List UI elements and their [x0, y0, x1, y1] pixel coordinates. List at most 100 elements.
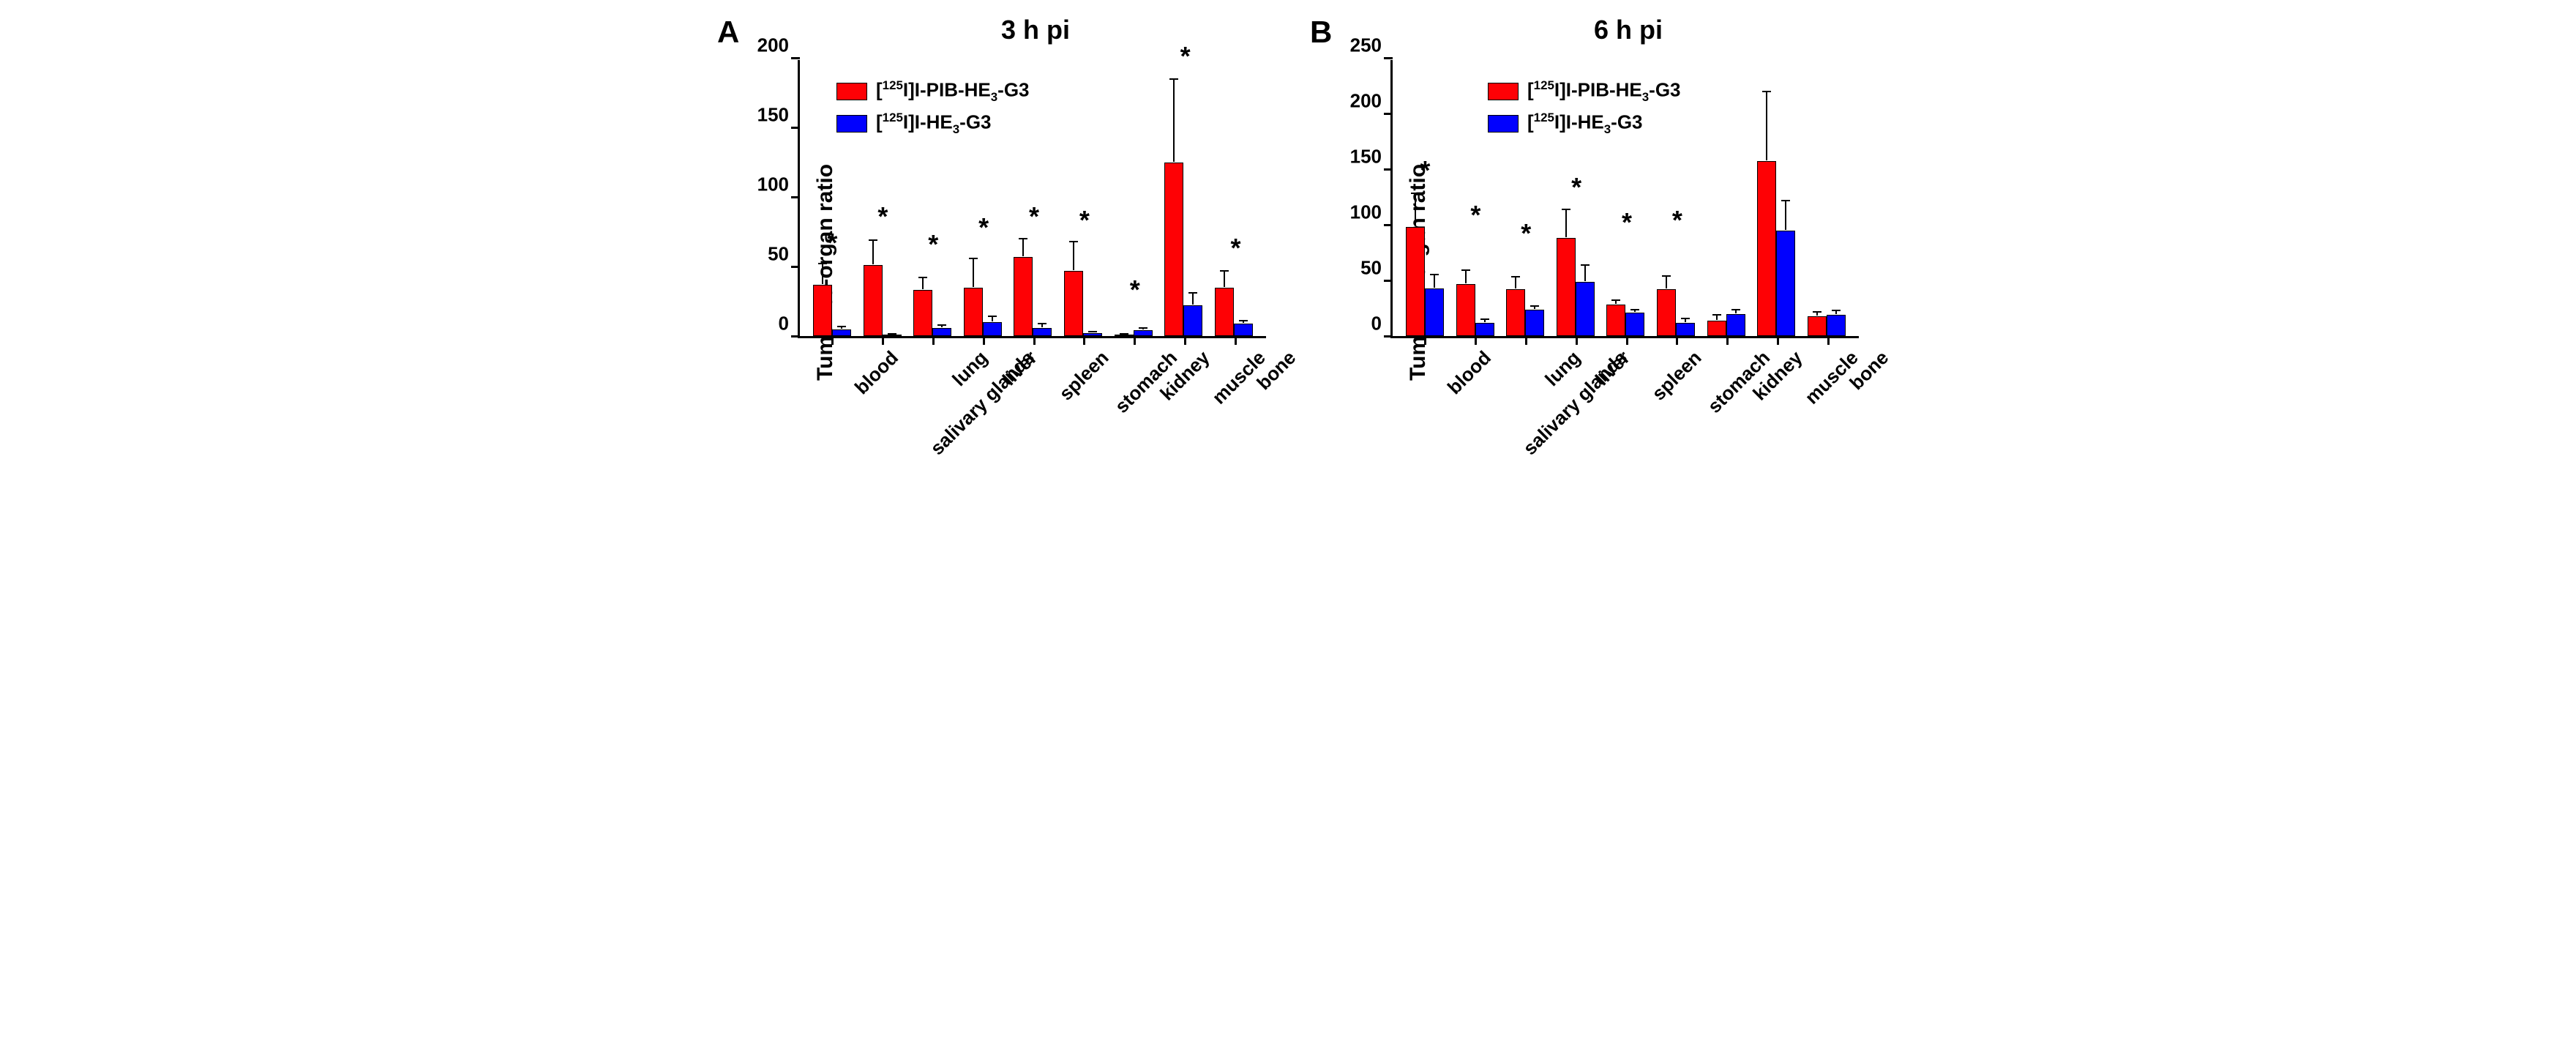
error-bar: [1835, 310, 1837, 314]
error-cap: [918, 277, 927, 278]
error-cap: [1169, 78, 1178, 80]
bar-blue: [1083, 333, 1102, 336]
bar-blue: [1776, 231, 1795, 336]
bar-group: [1808, 315, 1846, 336]
legend-item: [125I]I-PIB-HE3-G3: [836, 78, 1030, 105]
error-bar: [872, 239, 874, 264]
bar-red: [1757, 161, 1776, 336]
error-bar: [1434, 274, 1435, 287]
legend-label: [125I]I-PIB-HE3-G3: [1527, 78, 1681, 105]
error-bar: [1716, 314, 1718, 320]
error-cap: [937, 324, 946, 326]
error-bar: [941, 324, 943, 327]
y-tick-label: 50: [756, 243, 789, 266]
error-bar: [992, 316, 993, 321]
bar-blue: [983, 322, 1002, 336]
bar-group: [1164, 163, 1202, 337]
legend-item: [125I]I-PIB-HE3-G3: [1488, 78, 1681, 105]
y-tick: [1384, 280, 1393, 282]
error-bar: [1584, 264, 1586, 281]
error-cap: [1762, 91, 1771, 92]
bar-blue: [1234, 324, 1253, 336]
error-cap: [1562, 209, 1570, 210]
error-bar: [1173, 78, 1175, 162]
bar-blue: [1827, 315, 1846, 336]
bar-group: [1014, 257, 1052, 336]
x-tick: [1576, 336, 1578, 345]
legend-item: [125I]I-HE3-G3: [836, 111, 1030, 137]
bar-blue: [1183, 305, 1202, 336]
bar-red: [1215, 288, 1234, 337]
bar-red: [1506, 289, 1525, 336]
y-tick: [791, 196, 800, 198]
legend-swatch: [836, 115, 867, 133]
error-cap: [818, 263, 827, 264]
y-tick: [1384, 224, 1393, 226]
y-tick-label: 100: [756, 174, 789, 196]
bar-blue: [932, 328, 951, 336]
x-tick: [1134, 336, 1136, 345]
legend: [125I]I-PIB-HE3-G3 [125I]I-HE3-G3: [1488, 78, 1681, 143]
bar-group: [913, 290, 951, 336]
error-bar: [1192, 292, 1194, 305]
panel-b-label: B: [1310, 15, 1332, 50]
bar-blue: [883, 335, 902, 336]
bar-blue: [1676, 323, 1695, 336]
bar-group: [1606, 305, 1644, 336]
legend-swatch: [836, 83, 867, 100]
bar-group: [964, 288, 1002, 337]
bar-red: [1707, 321, 1726, 336]
error-bar: [1484, 318, 1486, 322]
error-bar: [1634, 309, 1636, 313]
bar-group: [1657, 289, 1695, 336]
x-tick: [831, 336, 834, 345]
y-tick: [791, 335, 800, 338]
x-tick: [1827, 336, 1830, 345]
bar-red: [1164, 163, 1183, 337]
y-tick-label: 150: [1349, 146, 1382, 168]
error-bar: [1685, 318, 1686, 322]
x-tick: [983, 336, 985, 345]
error-cap: [869, 239, 877, 241]
y-tick-label: 250: [1349, 34, 1382, 57]
y-tick-label: 0: [1349, 313, 1382, 335]
bar-blue: [1475, 323, 1494, 336]
significance-star: *: [1079, 205, 1090, 236]
bar-blue: [1033, 328, 1052, 336]
bar-red: [864, 265, 883, 336]
panel-b: B 6 h pi Tumor-to-organ ratio 0501001502…: [1310, 15, 1859, 485]
error-cap: [1069, 241, 1078, 242]
bar-group: [1064, 271, 1102, 336]
error-cap: [1530, 305, 1539, 307]
bar-red: [1808, 316, 1827, 336]
error-bar: [1123, 333, 1125, 334]
figure-container: A 3 h pi Tumor-to-organ ratio 0501001502…: [15, 15, 2561, 485]
error-bar: [1415, 193, 1416, 226]
error-cap: [888, 333, 896, 335]
bar-red: [1115, 335, 1134, 336]
x-tick: [932, 336, 935, 345]
error-bar: [1534, 305, 1535, 309]
error-cap: [1411, 193, 1420, 194]
x-label: blood: [1443, 346, 1496, 399]
error-cap: [1019, 238, 1027, 239]
x-tick: [1777, 336, 1779, 345]
y-tick-label: 100: [1349, 201, 1382, 224]
bar-red: [1064, 271, 1083, 336]
panel-a: A 3 h pi Tumor-to-organ ratio 0501001502…: [717, 15, 1266, 485]
x-tick: [1626, 336, 1628, 345]
bar-group: [1757, 161, 1795, 336]
error-bar: [1565, 209, 1567, 238]
bar-blue: [832, 329, 851, 337]
bar-red: [1014, 257, 1033, 336]
error-cap: [1712, 314, 1721, 316]
error-bar: [1465, 269, 1467, 283]
x-tick: [1235, 336, 1237, 345]
error-bar: [891, 333, 893, 334]
x-tick: [1424, 336, 1426, 345]
bar-red: [1557, 238, 1576, 336]
legend-label: [125I]I-HE3-G3: [1527, 111, 1643, 137]
error-cap: [1430, 274, 1439, 275]
error-cap: [1461, 269, 1470, 271]
error-bar: [1816, 311, 1818, 316]
